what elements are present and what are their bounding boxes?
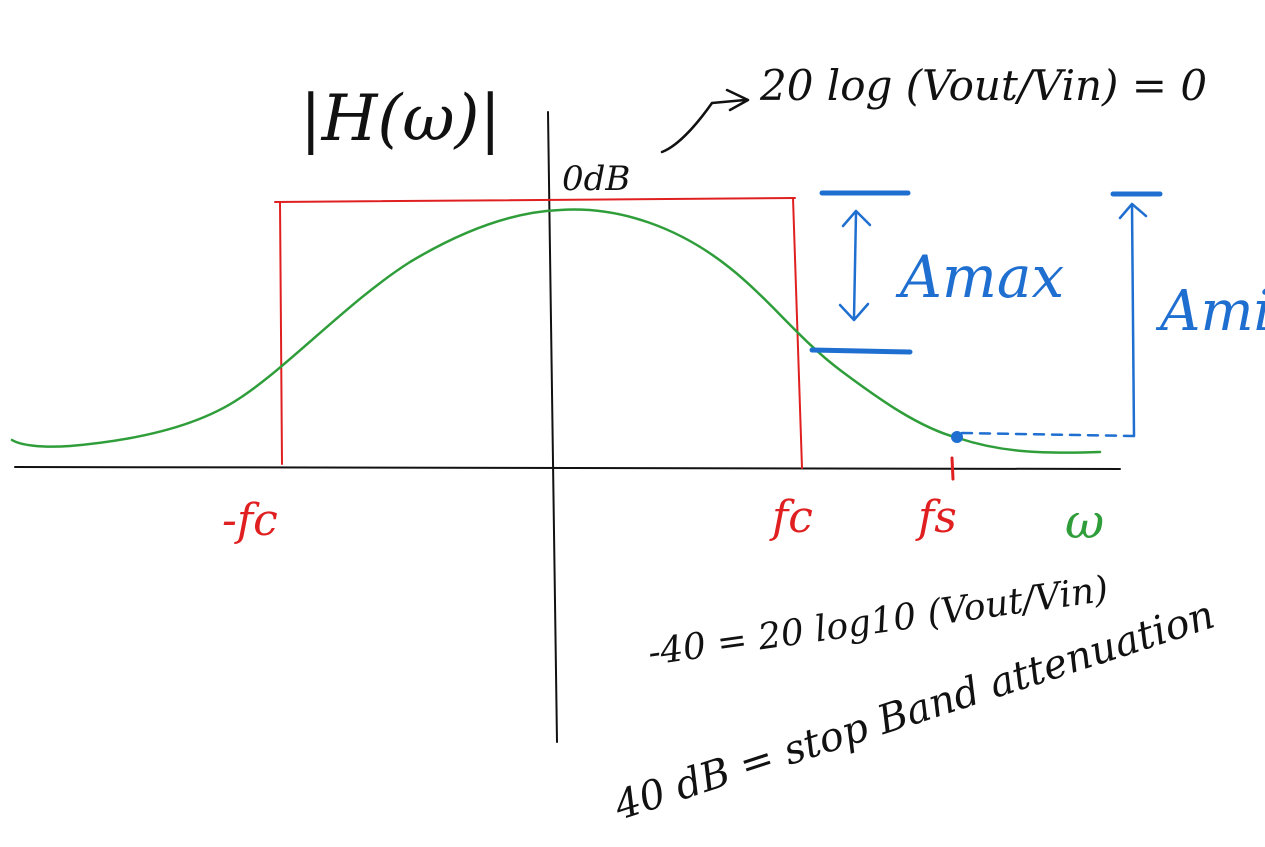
arrow-head [725,88,750,112]
magnitude-axis [547,111,558,743]
omega-label: ω [1065,494,1104,550]
fs-tick [950,456,955,481]
arrow-0db-to-formula [660,98,747,154]
amin-label: Amin [1155,279,1265,344]
amin-reference-dashed-line [960,431,1136,438]
plot-title: |H(ω)| [300,82,501,156]
amax-arrow-shaft [852,211,858,320]
zero-db-formula: 20 log (Vout/Vin) = 0 [759,61,1207,110]
amax-arrow-up [841,209,872,228]
frequency-axis [14,466,1121,470]
amax-bottom-marker [809,347,913,355]
fc-label: fc [769,492,813,543]
neg-fc-label: -fc [222,495,278,546]
amax-label: Amax [895,243,1064,311]
passband-left-edge [279,201,283,465]
stopband-point [951,431,963,443]
amax-arrow-down [838,302,870,322]
amin-arrow-shaft [1130,203,1136,438]
zero-db-label: 0dB [562,159,630,199]
passband-top-edge [274,197,796,203]
response-curve [10,208,1102,454]
amin-arrow-up [1118,202,1148,220]
fs-label: fs [915,492,957,543]
